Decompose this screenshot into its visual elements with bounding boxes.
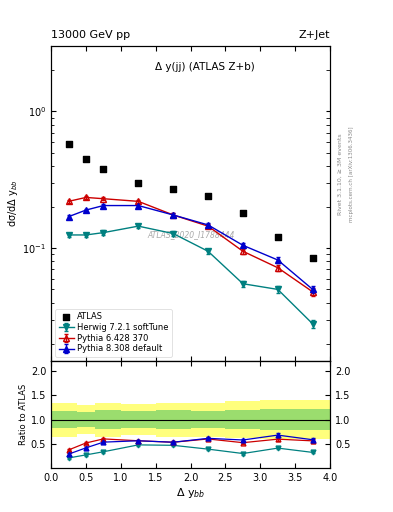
ATLAS [100, 165, 107, 173]
Text: Rivet 3.1.10, ≥ 3M events: Rivet 3.1.10, ≥ 3M events [338, 133, 342, 215]
ATLAS [135, 179, 141, 187]
ATLAS [310, 254, 316, 262]
Y-axis label: Ratio to ATLAS: Ratio to ATLAS [19, 384, 28, 445]
Y-axis label: dσ/dΔ y$_{bb}$: dσ/dΔ y$_{bb}$ [6, 180, 20, 227]
Text: mcplots.cern.ch [arXiv:1306.3436]: mcplots.cern.ch [arXiv:1306.3436] [349, 126, 354, 222]
ATLAS [170, 185, 176, 194]
Text: ATLAS_2020_I1788444: ATLAS_2020_I1788444 [147, 230, 234, 240]
ATLAS [275, 233, 281, 242]
ATLAS [240, 209, 246, 218]
ATLAS [83, 155, 89, 163]
Text: Z+Jet: Z+Jet [299, 30, 330, 40]
X-axis label: Δ y$_{bb}$: Δ y$_{bb}$ [176, 486, 205, 500]
Text: 13000 GeV pp: 13000 GeV pp [51, 30, 130, 40]
ATLAS [205, 192, 211, 200]
Text: Δ y(jj) (ATLAS Z+b): Δ y(jj) (ATLAS Z+b) [155, 62, 254, 72]
ATLAS [65, 140, 72, 148]
Legend: ATLAS, Herwig 7.2.1 softTune, Pythia 6.428 370, Pythia 8.308 default: ATLAS, Herwig 7.2.1 softTune, Pythia 6.4… [55, 309, 172, 357]
